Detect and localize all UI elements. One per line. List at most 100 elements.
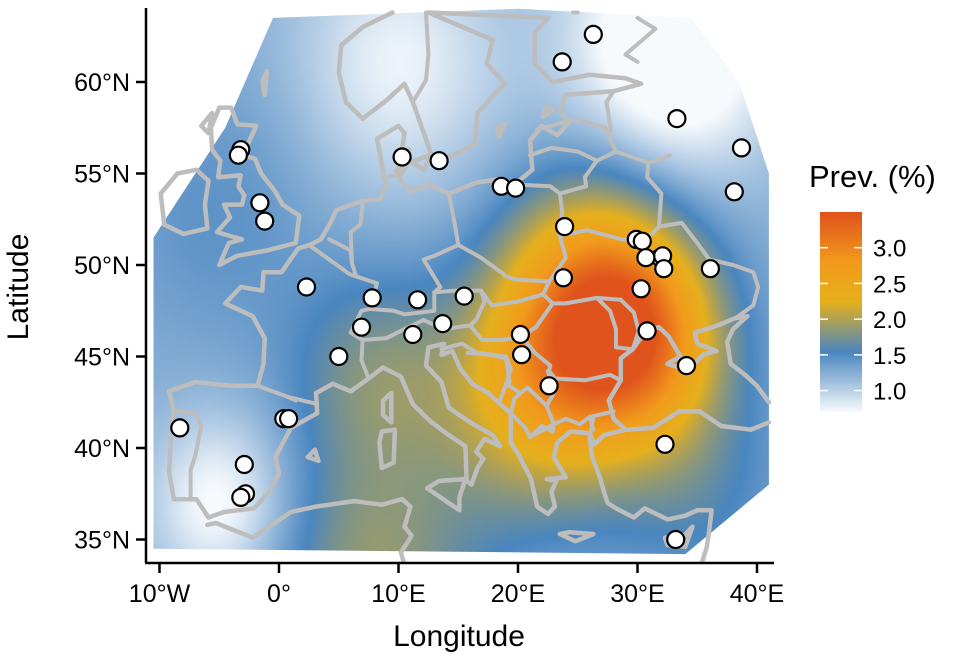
legend-tick-label-0: 3.0 <box>873 236 906 263</box>
coastline-8 <box>587 434 714 562</box>
coastline-20 <box>540 105 557 120</box>
site-marker-34 <box>329 346 349 367</box>
country-border-0 <box>170 409 204 502</box>
axes: 10°W 0° 10°E 20°E 30°E 40°E 35°N 40°N 45°N 50°N 5… <box>2 8 784 653</box>
country-border-9 <box>479 279 552 308</box>
site-marker-0 <box>583 24 603 45</box>
coastline-5 <box>208 105 302 268</box>
coastline-16 <box>305 447 321 464</box>
site-marker-10 <box>255 211 275 231</box>
coastline-4 <box>336 10 416 121</box>
site-marker-40 <box>234 454 254 475</box>
legend-tick-label-2: 2.0 <box>873 307 906 334</box>
site-marker-1 <box>552 52 572 72</box>
country-border-27 <box>410 10 431 105</box>
country-border-26 <box>623 15 658 64</box>
site-marker-37 <box>279 409 299 429</box>
country-border-4 <box>348 202 365 266</box>
site-marker-26 <box>454 286 474 306</box>
country-borders-layer <box>170 10 761 502</box>
x-axis-title: Longitude <box>393 620 525 653</box>
country-border-6 <box>383 173 400 180</box>
site-marker-43 <box>666 529 686 550</box>
x-tick-label-3: 20°E <box>491 580 545 608</box>
x-tick-label-0: 10°W <box>129 580 191 608</box>
x-tick-label-1: 0° <box>267 580 291 608</box>
legend-ticks: 3.0 2.5 2.0 1.5 1.0 <box>820 236 906 406</box>
country-border-12 <box>465 350 512 385</box>
y-tick-label-0: 35°N <box>74 527 130 555</box>
coastline-17 <box>408 152 432 173</box>
coastline-13 <box>424 476 468 513</box>
coastline-1 <box>532 15 644 87</box>
site-marker-7 <box>392 147 412 167</box>
country-border-2 <box>306 242 379 381</box>
country-border-19 <box>550 295 635 352</box>
country-border-29 <box>285 394 298 403</box>
site-marker-22 <box>631 279 651 299</box>
legend-title: Prev. (%) <box>809 159 936 194</box>
legend-tick-label-3: 1.5 <box>873 343 906 370</box>
legend-tick-label-1: 2.5 <box>873 271 906 298</box>
x-tick-label-5: 40°E <box>730 580 784 608</box>
coastline-3 <box>410 10 508 165</box>
site-marker-13 <box>554 217 575 237</box>
country-border-24 <box>535 118 618 154</box>
x-axis-ticks: 10°W 0° 10°E 20°E 30°E 40°E <box>129 563 784 608</box>
coastline-21 <box>199 110 215 136</box>
legend-colorbar <box>820 212 862 412</box>
site-marker-24 <box>362 288 382 308</box>
country-border-21 <box>557 220 761 321</box>
site-marker-18 <box>636 248 656 268</box>
site-marker-35 <box>539 376 559 396</box>
country-border-14 <box>519 334 623 383</box>
site-marker-32 <box>637 321 657 341</box>
sampling-sites-layer <box>170 24 752 550</box>
site-marker-38 <box>170 418 190 438</box>
site-marker-15 <box>632 231 652 251</box>
coastline-14 <box>557 529 596 544</box>
site-marker-25 <box>408 290 428 310</box>
coastline-11 <box>377 427 398 471</box>
country-border-17 <box>523 414 596 439</box>
site-marker-21 <box>553 268 574 288</box>
site-marker-20 <box>654 259 674 279</box>
country-border-25 <box>604 89 616 134</box>
coastline-10 <box>205 496 414 562</box>
site-marker-27 <box>351 317 372 337</box>
y-axis-ticks: 35°N 40°N 45°N 50°N 55°N 60°N <box>74 69 146 555</box>
coastline-22 <box>260 68 270 98</box>
country-border-20 <box>594 295 641 352</box>
coastline-19 <box>494 121 508 140</box>
x-tick-label-4: 30°E <box>610 580 664 608</box>
site-marker-30 <box>510 324 531 345</box>
country-border-18 <box>588 414 596 434</box>
x-tick-label-2: 10°E <box>371 580 425 608</box>
site-marker-3 <box>731 138 752 158</box>
site-marker-8 <box>429 151 449 171</box>
site-marker-39 <box>655 434 675 454</box>
site-marker-12 <box>505 178 526 198</box>
site-marker-33 <box>676 356 697 376</box>
y-axis-title: Latitude <box>2 234 35 341</box>
country-border-30 <box>646 153 672 165</box>
y-tick-label-1: 40°N <box>74 435 130 463</box>
country-border-7 <box>421 191 461 295</box>
coastlines-layer <box>158 10 772 562</box>
site-marker-29 <box>403 324 423 345</box>
coastline-12 <box>380 390 394 425</box>
coastline-6 <box>158 167 211 237</box>
country-border-23 <box>528 145 599 163</box>
site-marker-2 <box>667 108 687 129</box>
coastline-9 <box>623 409 772 432</box>
coastline-18 <box>396 162 410 176</box>
site-marker-42 <box>231 487 251 507</box>
site-marker-9 <box>250 193 270 213</box>
coastline-2 <box>426 10 551 21</box>
site-marker-6 <box>228 145 248 165</box>
site-marker-31 <box>511 345 532 365</box>
y-tick-label-3: 50°N <box>74 252 130 280</box>
